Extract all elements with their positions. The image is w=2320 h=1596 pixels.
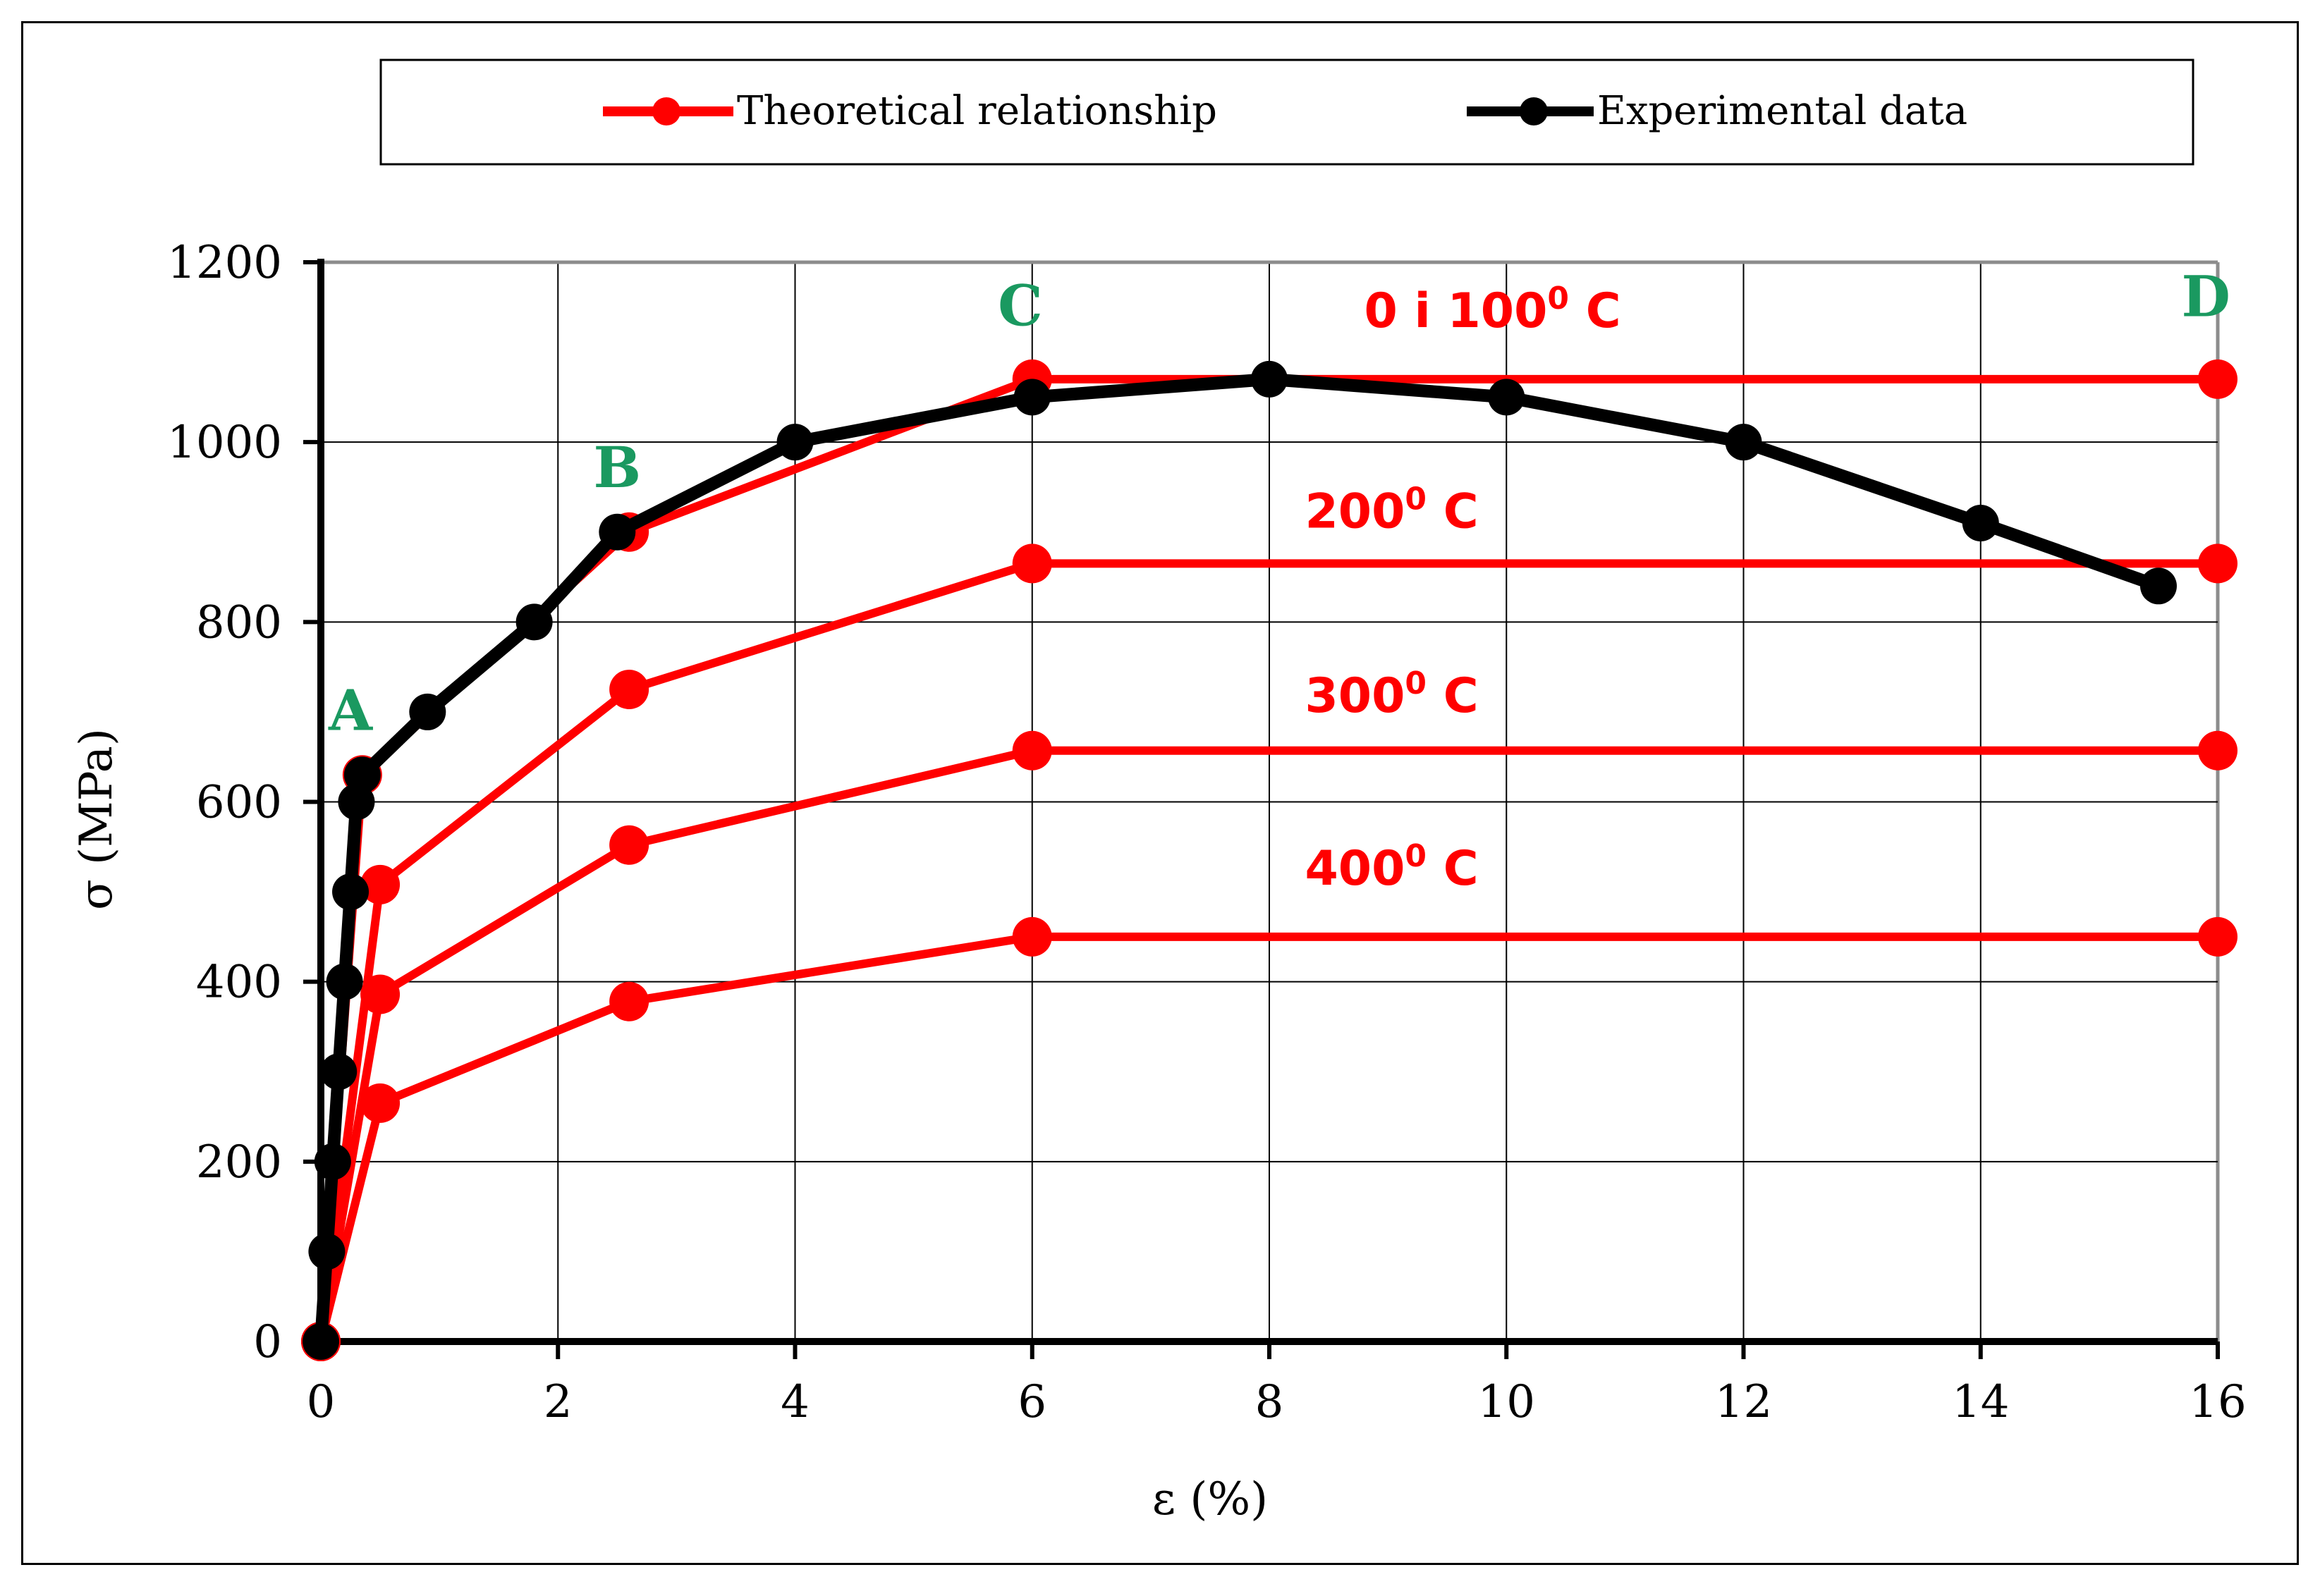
temperature-label-value: 0 i 100 bbox=[1364, 283, 1548, 339]
data-point bbox=[2198, 544, 2237, 584]
legend-marker-theoretical bbox=[652, 97, 680, 125]
data-point bbox=[314, 1143, 351, 1180]
y-tick-label: 1000 bbox=[167, 417, 282, 469]
temperature-label-value: 400 bbox=[1305, 841, 1405, 897]
data-point bbox=[360, 974, 401, 1014]
point-label-d: D bbox=[2182, 264, 2230, 330]
temperature-label-degree: 0 bbox=[1405, 838, 1427, 874]
y-tick-label: 0 bbox=[253, 1316, 282, 1368]
data-point bbox=[1962, 504, 1999, 541]
point-label-a: A bbox=[328, 677, 373, 743]
temperature-label: 3000 C bbox=[1305, 665, 1478, 724]
legend-label-theoretical: Theoretical relationship bbox=[737, 88, 1217, 134]
x-tick-label: 12 bbox=[1715, 1376, 1772, 1428]
data-point bbox=[332, 873, 370, 911]
data-point bbox=[1012, 730, 1052, 771]
data-point bbox=[2198, 359, 2237, 399]
series bbox=[301, 359, 2237, 1361]
temperature-label-degree: 0 bbox=[1405, 481, 1427, 517]
y-tick-label: 600 bbox=[196, 777, 282, 829]
data-point bbox=[1013, 379, 1051, 416]
series-4 bbox=[303, 360, 2177, 1360]
temperature-label-unit: C bbox=[1569, 283, 1621, 339]
x-tick-label: 0 bbox=[307, 1376, 336, 1428]
point-label-c: C bbox=[998, 272, 1043, 338]
data-point bbox=[303, 1323, 339, 1360]
data-point bbox=[326, 963, 363, 1000]
series-1 bbox=[301, 544, 2237, 1361]
temperature-label: 0 i 1000 C bbox=[1364, 281, 1621, 339]
data-point bbox=[2198, 916, 2237, 957]
data-point bbox=[343, 756, 381, 794]
y-tick-label: 1200 bbox=[167, 237, 282, 289]
x-tick-label: 2 bbox=[544, 1376, 573, 1428]
temperature-label-value: 200 bbox=[1305, 484, 1405, 539]
data-point bbox=[360, 1083, 401, 1123]
x-axis-title: ε (%) bbox=[1152, 1473, 1268, 1526]
data-point bbox=[776, 424, 814, 461]
data-point bbox=[515, 603, 553, 641]
data-point bbox=[599, 513, 636, 551]
point-label-b: B bbox=[594, 434, 642, 501]
data-point bbox=[409, 693, 446, 730]
gridlines bbox=[321, 260, 2220, 1342]
x-tick-label: 16 bbox=[2189, 1376, 2246, 1428]
x-tick-label: 8 bbox=[1255, 1376, 1284, 1428]
legend-marker-experimental bbox=[1520, 97, 1548, 125]
temperature-label-unit: C bbox=[1427, 484, 1479, 539]
y-tick-label: 200 bbox=[196, 1136, 282, 1189]
chart-frame bbox=[21, 21, 2299, 1565]
legend-label-experimental: Experimental data bbox=[1597, 88, 1967, 134]
x-tick-label: 4 bbox=[781, 1376, 810, 1428]
data-point bbox=[1012, 916, 1052, 957]
data-point bbox=[609, 825, 649, 865]
data-point bbox=[1725, 424, 1762, 461]
data-point bbox=[2198, 730, 2237, 771]
axes bbox=[303, 259, 2220, 1359]
data-point bbox=[320, 1053, 358, 1091]
temperature-label-degree: 0 bbox=[1405, 665, 1427, 701]
temperature-label-unit: C bbox=[1427, 668, 1479, 724]
data-point bbox=[1488, 379, 1525, 416]
y-axis-title: σ (MPa) bbox=[71, 728, 123, 910]
legend: Theoretical relationship Experimental da… bbox=[379, 59, 2194, 166]
data-point bbox=[2139, 567, 2177, 605]
data-point bbox=[308, 1233, 346, 1270]
x-tick-label: 6 bbox=[1018, 1376, 1046, 1428]
y-tick-label: 800 bbox=[196, 596, 282, 649]
data-point bbox=[1251, 360, 1288, 398]
data-point bbox=[609, 670, 649, 710]
x-tick-label: 14 bbox=[1952, 1376, 2009, 1428]
data-point bbox=[360, 864, 401, 904]
x-tick-label: 10 bbox=[1478, 1376, 1535, 1428]
data-point bbox=[1012, 544, 1052, 584]
temperature-label: 2000 C bbox=[1305, 481, 1478, 539]
temperature-label-value: 300 bbox=[1305, 668, 1405, 724]
data-point bbox=[609, 981, 649, 1021]
temperature-label-unit: C bbox=[1427, 841, 1479, 897]
temperature-label: 4000 C bbox=[1305, 838, 1478, 897]
temperature-label-degree: 0 bbox=[1547, 281, 1569, 317]
y-tick-label: 400 bbox=[196, 957, 282, 1009]
